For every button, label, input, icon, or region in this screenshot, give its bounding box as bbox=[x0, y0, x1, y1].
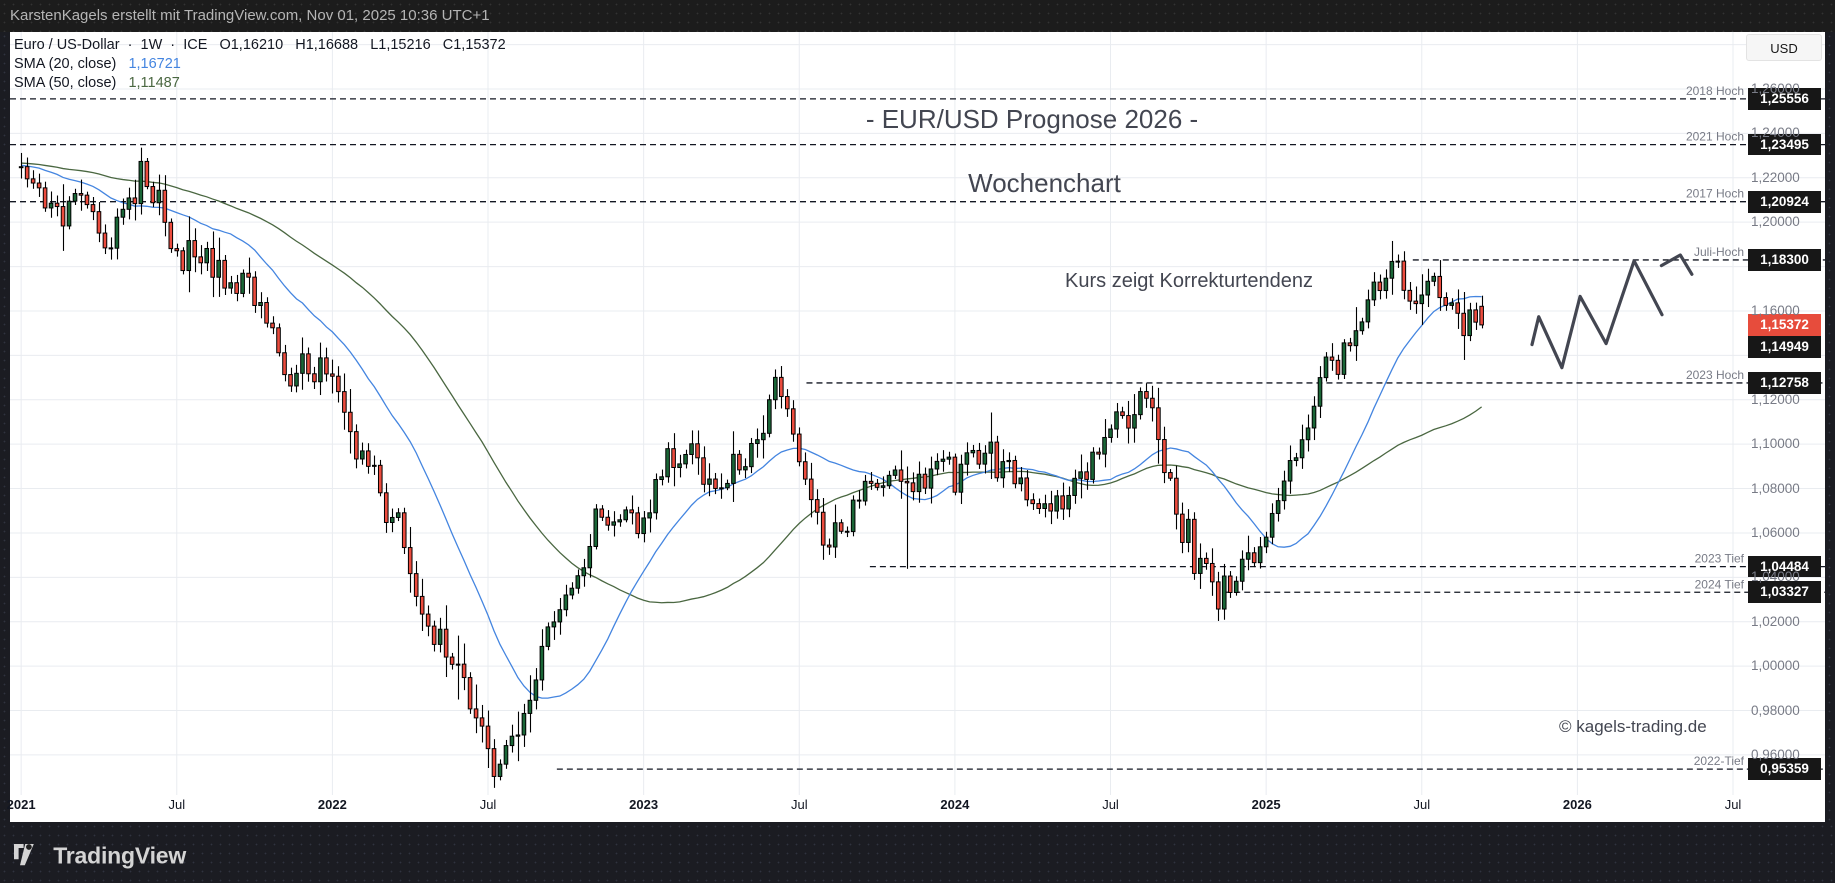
svg-text:Juli-Hoch: Juli-Hoch bbox=[1694, 245, 1744, 259]
svg-text:2024 Tief: 2024 Tief bbox=[1695, 577, 1745, 591]
svg-text:2021 Hoch: 2021 Hoch bbox=[1686, 130, 1744, 144]
svg-text:2022-Tief: 2022-Tief bbox=[1694, 754, 1745, 768]
svg-text:2017 Hoch: 2017 Hoch bbox=[1686, 187, 1744, 201]
svg-text:2023 Tief: 2023 Tief bbox=[1695, 552, 1745, 566]
svg-text:2018 Hoch: 2018 Hoch bbox=[1686, 84, 1744, 98]
svg-text:2023 Hoch: 2023 Hoch bbox=[1686, 368, 1744, 382]
